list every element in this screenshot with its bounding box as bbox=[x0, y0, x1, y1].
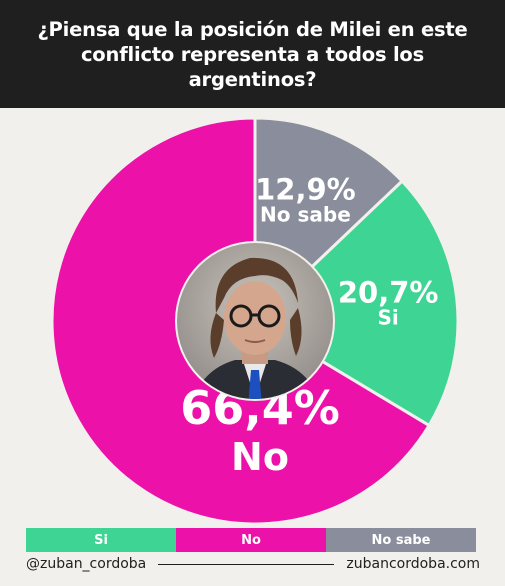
data-label-category: No sabe bbox=[260, 202, 351, 226]
title-line-1: ¿Piensa que la posición de Milei en este bbox=[37, 17, 468, 41]
legend-label: No sabe bbox=[371, 532, 431, 548]
data-label-value: 20,7% bbox=[338, 275, 439, 309]
legend-item-no: No bbox=[176, 528, 326, 552]
legend: Si No No sabe bbox=[26, 528, 476, 552]
legend-label: No bbox=[241, 532, 261, 548]
footer-divider bbox=[158, 563, 335, 565]
legend-item-si: Si bbox=[26, 528, 176, 552]
legend-label: Si bbox=[94, 532, 108, 548]
social-handle: @zuban_cordoba bbox=[26, 556, 147, 572]
data-label-category: No bbox=[231, 435, 289, 479]
data-label-value: 12,9% bbox=[255, 172, 356, 206]
chart-title: ¿Piensa que la posición de Milei en este… bbox=[18, 17, 488, 92]
footer: @zuban_cordoba zubancordoba.com bbox=[26, 552, 480, 576]
website-link: zubancordoba.com bbox=[346, 556, 480, 572]
data-label-category: Si bbox=[378, 305, 399, 329]
legend-item-no-sabe: No sabe bbox=[326, 528, 476, 552]
slice-si bbox=[252, 178, 460, 428]
center-portrait-photo bbox=[175, 241, 335, 401]
header-bar: ¿Piensa que la posición de Milei en este… bbox=[0, 0, 505, 108]
title-line-2: conflicto representa a todos los argenti… bbox=[80, 42, 425, 91]
